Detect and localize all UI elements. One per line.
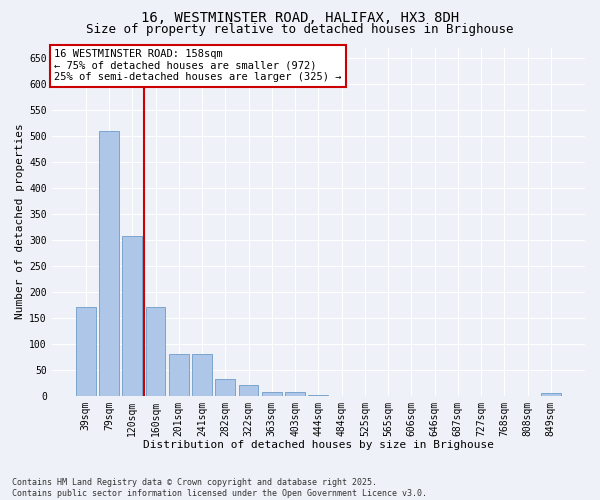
Text: Contains HM Land Registry data © Crown copyright and database right 2025.
Contai: Contains HM Land Registry data © Crown c… <box>12 478 427 498</box>
Bar <box>541 393 561 396</box>
Bar <box>262 392 282 396</box>
Bar <box>192 354 212 396</box>
Bar <box>99 130 119 396</box>
X-axis label: Distribution of detached houses by size in Brighouse: Distribution of detached houses by size … <box>143 440 494 450</box>
Bar <box>285 392 305 396</box>
Text: 16 WESTMINSTER ROAD: 158sqm
← 75% of detached houses are smaller (972)
25% of se: 16 WESTMINSTER ROAD: 158sqm ← 75% of det… <box>55 49 342 82</box>
Bar <box>215 378 235 396</box>
Y-axis label: Number of detached properties: Number of detached properties <box>15 124 25 320</box>
Bar <box>239 386 259 396</box>
Text: 16, WESTMINSTER ROAD, HALIFAX, HX3 8DH: 16, WESTMINSTER ROAD, HALIFAX, HX3 8DH <box>141 11 459 25</box>
Bar <box>122 236 142 396</box>
Bar <box>169 354 188 396</box>
Bar <box>76 308 95 396</box>
Text: Size of property relative to detached houses in Brighouse: Size of property relative to detached ho… <box>86 22 514 36</box>
Bar <box>146 308 166 396</box>
Bar <box>308 394 328 396</box>
